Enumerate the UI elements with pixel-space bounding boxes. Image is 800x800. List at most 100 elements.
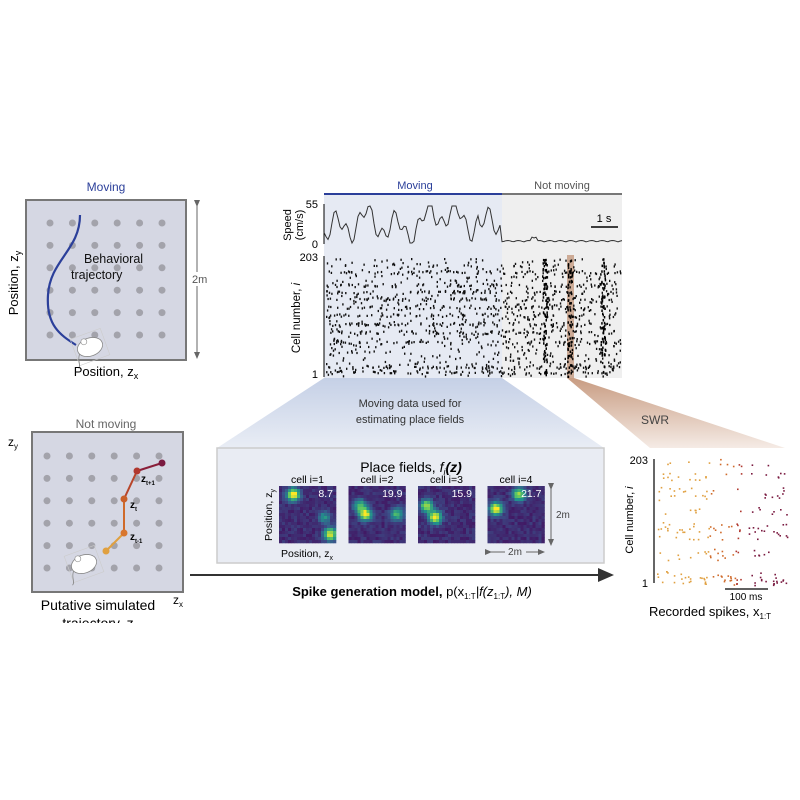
heat-cell	[363, 534, 367, 538]
spike	[606, 322, 609, 325]
spike	[619, 349, 621, 352]
heat-cell	[499, 510, 503, 514]
spike	[619, 270, 621, 273]
heat-cell	[330, 531, 334, 535]
spike	[612, 292, 614, 295]
heat-cell	[315, 486, 319, 490]
heat-cell	[445, 495, 449, 499]
spike	[434, 299, 436, 302]
heat-cell	[535, 498, 539, 502]
spike	[401, 322, 403, 325]
spike	[562, 275, 564, 279]
spike	[765, 474, 768, 476]
spike	[363, 306, 366, 309]
spike	[494, 287, 497, 290]
spike	[595, 347, 598, 350]
heat-cell	[312, 531, 316, 535]
spike	[336, 371, 339, 374]
spike	[408, 299, 410, 302]
heat-cell	[282, 504, 286, 508]
heat-cell	[520, 486, 524, 490]
heat-cell	[439, 534, 443, 538]
spike	[519, 306, 522, 309]
heat-cell	[535, 534, 539, 538]
spike	[449, 283, 452, 286]
heat-cell	[384, 531, 388, 535]
spike	[551, 305, 554, 308]
heat-cell	[418, 489, 422, 493]
heat-cell	[309, 522, 313, 526]
spike	[730, 579, 733, 582]
heat-cell	[454, 528, 458, 532]
spike	[541, 323, 543, 326]
pf-scale-v-label: 2m	[556, 510, 570, 521]
spike	[418, 276, 421, 279]
spike	[600, 273, 602, 276]
heat-cell	[496, 492, 500, 496]
heat-cell	[279, 507, 283, 511]
heat-cell	[421, 534, 425, 538]
spike	[693, 538, 695, 541]
heat-cell	[324, 522, 328, 526]
heat-cell	[529, 528, 533, 532]
heat-cell	[442, 489, 446, 493]
heat-cell	[372, 510, 376, 514]
heat-cell	[526, 519, 530, 523]
heat-cell	[541, 492, 545, 496]
heat-cell	[333, 528, 337, 532]
spike	[567, 286, 569, 290]
spike	[338, 370, 340, 373]
heat-cell	[421, 504, 425, 508]
spike	[455, 279, 457, 283]
heat-cell	[517, 528, 521, 532]
heat-cell	[511, 528, 515, 532]
spike	[376, 323, 378, 326]
spike	[748, 533, 751, 535]
heat-cell	[523, 540, 527, 544]
heat-cell	[309, 531, 313, 535]
spike	[707, 551, 710, 553]
spike	[356, 323, 358, 326]
heat-cell	[511, 501, 515, 505]
heat-cell	[505, 531, 509, 535]
spike	[527, 296, 529, 299]
spike	[694, 479, 697, 481]
spike	[444, 268, 447, 271]
simulated-arena-panel: Not moving zy zx zt-1 zt zt+1 Putative s…	[8, 417, 184, 631]
speed-unit: (cm/s)	[294, 210, 306, 241]
spike	[434, 300, 436, 303]
heat-cell	[312, 519, 316, 523]
spike	[582, 283, 585, 286]
spike	[543, 334, 545, 338]
spike	[418, 270, 420, 273]
heat-cell	[294, 489, 298, 493]
heat-cell	[451, 525, 455, 529]
arrow-head	[598, 568, 614, 582]
heat-cell	[312, 513, 316, 517]
heat-cell	[330, 528, 334, 532]
spike	[687, 576, 690, 578]
spike	[545, 370, 547, 374]
spike	[469, 284, 471, 288]
heat-cell	[517, 486, 521, 490]
heat-cell	[279, 525, 283, 529]
heat-cell	[460, 516, 464, 520]
heat-cell	[387, 507, 391, 511]
heat-cell	[315, 525, 319, 529]
spike	[326, 294, 328, 297]
spike	[561, 325, 564, 328]
heat-cell	[433, 534, 437, 538]
spike	[563, 269, 566, 272]
spike	[616, 294, 618, 297]
heat-cell	[439, 519, 443, 523]
spike	[329, 320, 331, 323]
spike	[689, 528, 691, 530]
heat-cell	[384, 510, 388, 514]
heat-cell	[285, 510, 289, 514]
spike	[785, 582, 788, 585]
spike	[422, 366, 424, 369]
spike	[391, 286, 394, 289]
heat-cell	[381, 501, 385, 505]
spike	[355, 300, 357, 304]
heat-cell	[333, 510, 337, 514]
